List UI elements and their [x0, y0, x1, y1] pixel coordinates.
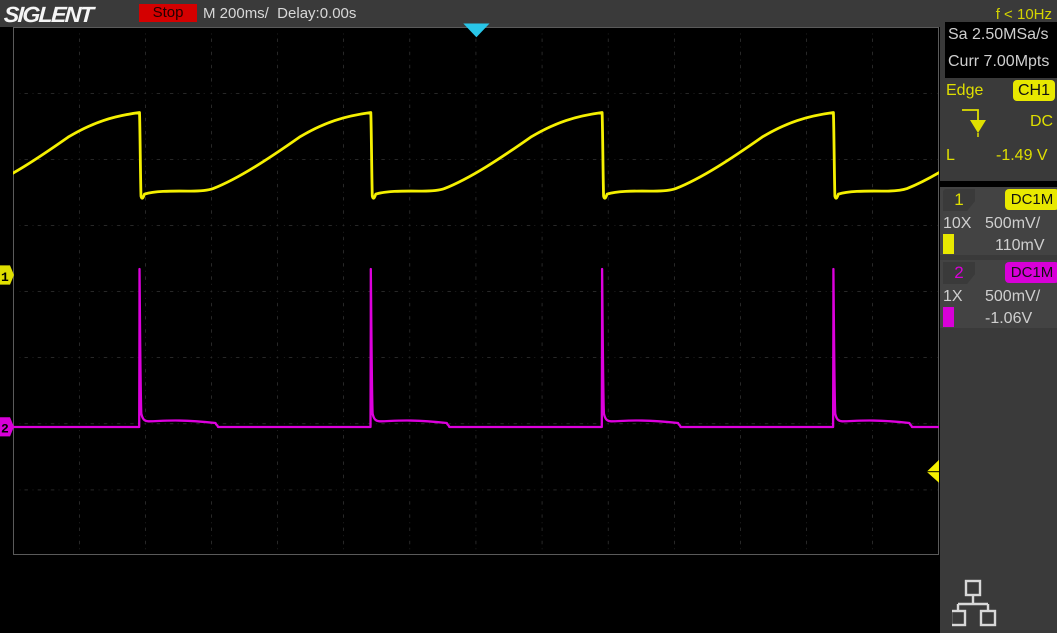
svg-text:2: 2 — [1, 422, 9, 437]
